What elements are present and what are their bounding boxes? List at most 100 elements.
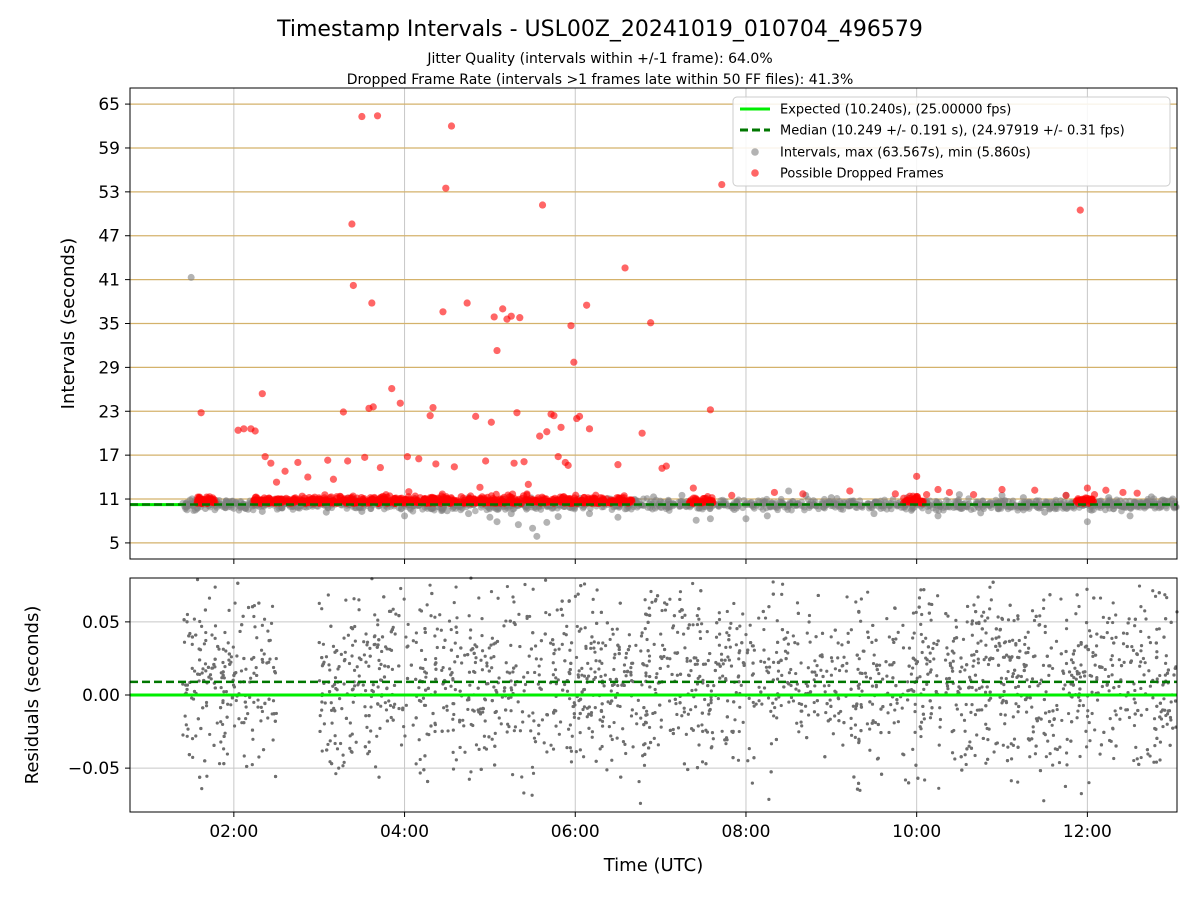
residual-point	[1003, 640, 1008, 644]
residual-point	[789, 667, 793, 672]
residual-point	[779, 703, 783, 708]
residual-point	[511, 670, 515, 674]
residual-point	[696, 724, 700, 728]
residual-point	[522, 675, 526, 679]
residual-point	[689, 708, 693, 712]
residual-point	[529, 729, 533, 733]
residual-point	[370, 688, 374, 693]
residual-point	[734, 643, 738, 647]
residual-point	[385, 719, 390, 723]
residual-point	[822, 684, 826, 688]
residual-point	[922, 687, 926, 691]
residual-point	[797, 689, 801, 693]
residual-point	[493, 744, 497, 748]
interval-point	[472, 507, 479, 515]
residual-point	[333, 676, 338, 680]
residual-point	[208, 732, 212, 737]
interval-point	[932, 497, 940, 505]
residual-point	[1031, 725, 1035, 729]
dropped-frame-point	[516, 314, 524, 322]
residual-point	[1107, 616, 1111, 621]
residual-point	[937, 786, 941, 790]
residual-point	[1163, 673, 1167, 677]
residual-point	[455, 654, 460, 659]
residual-point	[815, 663, 819, 668]
residual-point	[335, 688, 339, 692]
residual-point	[213, 585, 217, 589]
residual-point	[1098, 752, 1102, 756]
residual-point	[552, 708, 557, 712]
residual-point	[593, 650, 597, 654]
residual-point	[986, 757, 990, 761]
residual-point	[1083, 674, 1087, 678]
residual-point	[591, 610, 595, 614]
residual-point	[600, 702, 604, 706]
residual-point	[534, 657, 538, 661]
residual-point	[474, 656, 478, 660]
residual-point	[458, 745, 462, 750]
residual-point	[659, 718, 663, 722]
residual-point	[399, 586, 403, 591]
residual-point	[642, 763, 647, 767]
residual-point	[368, 646, 372, 650]
residual-point	[900, 706, 904, 710]
residual-point	[700, 723, 704, 727]
residual-point	[695, 614, 699, 618]
residual-point	[995, 741, 999, 745]
residual-point	[618, 704, 622, 709]
residual-point	[490, 737, 494, 741]
dropped-frame-point	[590, 494, 598, 502]
residual-point	[825, 669, 829, 673]
residual-point	[251, 737, 255, 741]
residual-point	[481, 710, 485, 714]
residual-point	[629, 670, 633, 674]
residual-point	[724, 736, 729, 740]
residual-point	[946, 614, 950, 618]
residual-point	[895, 698, 899, 702]
residual-point	[469, 770, 473, 774]
residual-point	[737, 657, 741, 661]
residual-point	[644, 671, 648, 675]
residual-point	[232, 724, 237, 728]
residual-point	[911, 656, 915, 660]
residual-point	[644, 612, 648, 616]
intervals-x-ticks	[233, 559, 1088, 564]
residual-point	[645, 664, 649, 668]
residual-point	[390, 628, 394, 632]
residual-point	[972, 603, 976, 607]
residual-point	[388, 703, 393, 708]
residual-point	[218, 706, 223, 710]
residual-point	[335, 747, 340, 751]
residual-point	[397, 706, 401, 711]
residual-point	[1003, 722, 1007, 726]
residual-point	[467, 670, 472, 674]
residual-point	[726, 655, 730, 659]
residual-point	[827, 683, 831, 688]
residual-point	[567, 599, 571, 603]
residual-point	[1132, 697, 1136, 701]
interval-point	[827, 494, 835, 502]
residual-point	[656, 743, 660, 747]
residual-point	[854, 707, 858, 711]
residual-point	[438, 613, 442, 617]
residual-point	[246, 712, 250, 716]
residual-point	[219, 720, 223, 724]
residual-point	[665, 656, 669, 660]
residual-point	[453, 660, 457, 664]
residual-point	[504, 661, 508, 665]
residual-point	[984, 704, 988, 708]
residual-point	[212, 743, 216, 747]
residual-point	[906, 680, 910, 684]
residual-point	[492, 685, 496, 689]
residual-point	[478, 712, 483, 716]
residual-point	[825, 702, 829, 706]
residual-point	[539, 657, 543, 661]
residual-point	[190, 635, 195, 639]
residual-point	[983, 690, 988, 694]
residual-point	[868, 748, 872, 752]
residual-point	[868, 700, 872, 704]
residual-point	[199, 726, 203, 731]
residual-point	[1022, 668, 1026, 673]
interval-point	[955, 491, 963, 499]
residual-point	[1014, 643, 1018, 647]
